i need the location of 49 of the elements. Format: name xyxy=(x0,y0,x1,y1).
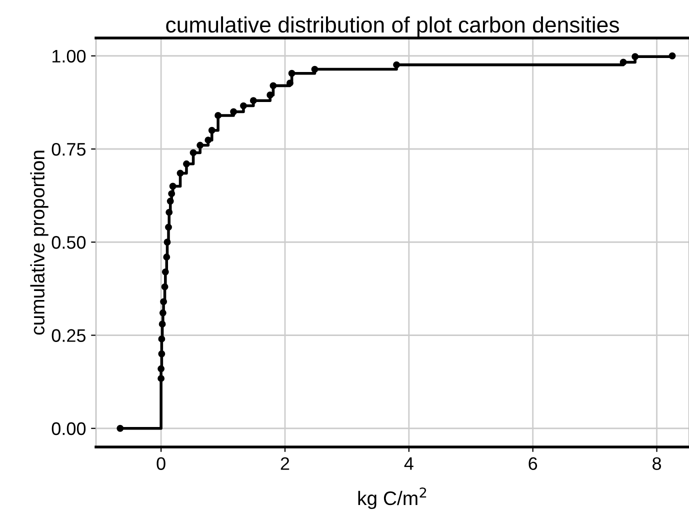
point xyxy=(158,336,166,342)
y-tick-label: 0.50 xyxy=(52,236,86,249)
point xyxy=(176,170,184,177)
point xyxy=(196,142,204,149)
point xyxy=(240,102,247,110)
point xyxy=(190,149,197,156)
point xyxy=(158,365,165,372)
y-axis-title: cumulative proportion xyxy=(30,150,48,335)
point xyxy=(169,182,176,190)
chart-title: cumulative distribution of plot carbon densities xyxy=(166,16,619,38)
point xyxy=(230,108,238,116)
point xyxy=(393,61,400,68)
point xyxy=(632,53,639,60)
point xyxy=(208,126,216,134)
point xyxy=(158,374,165,382)
point xyxy=(159,309,166,316)
y-tick-label: 0.25 xyxy=(52,329,86,342)
point xyxy=(161,283,168,290)
x-tick-label: 2 xyxy=(280,457,290,470)
point xyxy=(168,190,176,198)
x-tick-label: 6 xyxy=(528,457,538,470)
point xyxy=(204,136,212,144)
point xyxy=(668,52,676,60)
point xyxy=(164,238,171,246)
point xyxy=(116,424,124,432)
point xyxy=(166,208,173,216)
y-tick-label: 1.00 xyxy=(52,50,86,63)
point xyxy=(266,92,274,98)
point xyxy=(620,58,627,66)
point xyxy=(182,160,190,168)
point xyxy=(270,82,277,90)
point xyxy=(165,224,172,231)
x-tick-label: 8 xyxy=(652,457,662,470)
point xyxy=(311,66,318,73)
x-tick-label: 4 xyxy=(404,457,414,470)
x-axis-title: kg C/m$^{2}$ xyxy=(358,487,426,510)
point xyxy=(250,97,257,104)
point xyxy=(288,70,296,77)
point xyxy=(160,298,168,306)
x-tick-label: 0 xyxy=(156,457,166,470)
point xyxy=(162,268,169,276)
point xyxy=(163,254,170,260)
point xyxy=(158,350,166,358)
point xyxy=(286,80,294,87)
point xyxy=(166,198,174,205)
y-tick-label: 0.75 xyxy=(52,142,86,156)
point xyxy=(158,320,166,328)
point xyxy=(214,112,222,119)
y-tick-label: 0.00 xyxy=(52,422,86,436)
